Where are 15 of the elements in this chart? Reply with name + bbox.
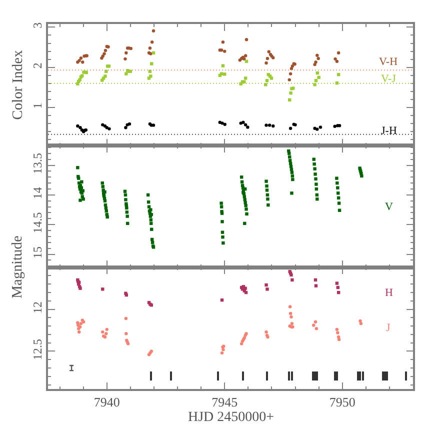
x-tick-label: 7950 <box>329 394 356 410</box>
y-tick-label: 12 <box>30 301 44 314</box>
y-axis-title: Magnitude <box>10 236 26 298</box>
text: V <box>385 201 393 213</box>
text: J <box>386 322 391 334</box>
x-axis-title: HJD 2450000+ <box>188 410 274 425</box>
y-tick-label: 12.5 <box>30 338 44 360</box>
x-tick-label: 7940 <box>94 394 120 410</box>
text: H <box>385 287 393 299</box>
y-tick-label: 14 <box>30 187 44 200</box>
y-tick-label: 15 <box>30 246 44 258</box>
y-tick-label: 14.5 <box>30 212 44 234</box>
y-tick-label: 3 <box>30 22 44 28</box>
y-tick-label: 13.5 <box>30 152 44 174</box>
x-tick-label: 7945 <box>212 394 238 410</box>
